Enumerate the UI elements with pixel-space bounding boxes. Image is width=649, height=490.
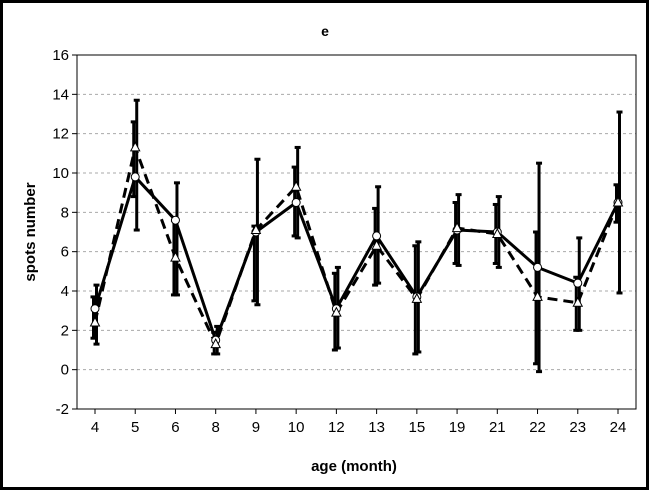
triangle-marker: [532, 290, 543, 301]
y-axis: -2 0 2 4 6 8 10 12 14 16: [52, 47, 77, 418]
x-tick-label: 4: [91, 419, 99, 436]
chart-title: e: [321, 23, 329, 39]
circle-marker: [372, 231, 382, 241]
grid-lines: [77, 93, 636, 371]
x-tick-label: 10: [288, 419, 305, 436]
y-tick-label: 0: [61, 362, 69, 379]
x-tick-label: 6: [171, 419, 179, 436]
y-tick-label: -2: [56, 401, 69, 418]
circle-marker: [291, 198, 301, 207]
triangle-marker: [250, 223, 262, 235]
triangle-marker: [451, 221, 463, 233]
triangle-marker: [572, 296, 584, 307]
x-tick-label: 8: [212, 419, 220, 436]
triangle-marker: [129, 141, 141, 152]
triangle-marker: [170, 251, 181, 262]
y-axis-title: spots number: [22, 182, 39, 281]
series-2: [90, 120, 620, 366]
y-tick-label: 10: [52, 165, 69, 182]
x-tick-label: 23: [569, 419, 586, 436]
y-tick-label: 12: [52, 126, 69, 143]
triangle-marker: [210, 338, 222, 349]
circle-marker: [170, 215, 180, 225]
circle-marker: [573, 278, 583, 288]
x-tick-label: 12: [328, 419, 345, 436]
triangle-marker: [290, 180, 302, 191]
circle-marker: [90, 304, 100, 314]
circle-marker: [130, 172, 140, 182]
triangle-marker: [89, 316, 101, 327]
x-tick-label: 13: [368, 419, 385, 436]
x-tick-label: 9: [252, 419, 260, 436]
x-axis-title: age (month): [311, 458, 397, 475]
y-tick-label: 8: [61, 204, 69, 221]
triangle-marker: [491, 227, 503, 238]
series-line: [93, 175, 620, 342]
x-tick-label: 21: [489, 419, 506, 436]
plot-area-border: [76, 54, 637, 410]
x-tick-label: 19: [449, 419, 466, 436]
y-tick-label: 6: [61, 244, 69, 261]
y-tick-label: 14: [52, 86, 69, 103]
x-tick-label: 5: [131, 419, 139, 436]
series-2-markers: [89, 141, 624, 349]
series-line: [93, 145, 620, 346]
triangle-marker: [331, 306, 342, 317]
series-layer: [89, 98, 624, 374]
triangle-marker: [411, 292, 423, 303]
x-tick-label: 24: [610, 419, 627, 436]
y-tick-label: 4: [61, 283, 69, 300]
x-tick-label: 15: [409, 419, 426, 436]
triangle-marker: [612, 196, 624, 207]
y-tick-label: 16: [52, 47, 69, 64]
circle-marker: [533, 262, 543, 272]
x-axis: 4 5 6 8 9 10 12 13 15 19 21 22 23 24: [91, 409, 627, 436]
x-tick-label: 22: [529, 419, 546, 436]
series-1-markers: [90, 172, 623, 345]
triangle-marker: [371, 239, 382, 250]
y-tick-label: 2: [61, 322, 69, 339]
